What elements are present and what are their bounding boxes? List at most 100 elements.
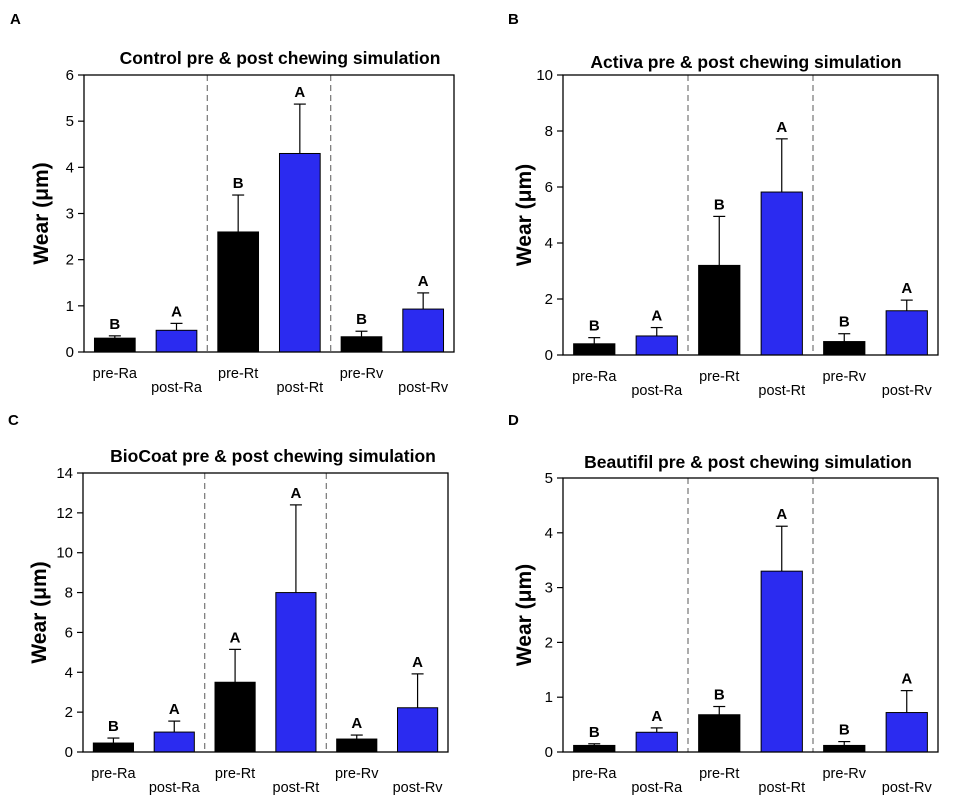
bar-post-Rv: [885, 310, 928, 356]
significance-letter: A: [171, 303, 182, 320]
plot-frame: [562, 74, 939, 356]
panel-d: D Beautifil pre & post chewing simulation…: [508, 412, 939, 796]
significance-letter: A: [351, 715, 362, 732]
significance-letter: A: [290, 485, 301, 502]
bar-pre-Ra: [573, 343, 616, 356]
significance-letter: A: [776, 506, 787, 523]
plot-frame: [83, 74, 455, 353]
y-tick-label: 4: [545, 235, 553, 252]
panel-b: B Activa pre & post chewing simulation Wea…: [508, 11, 939, 399]
x-tick-label: post-Rt: [758, 383, 805, 399]
y-tick-label: 3: [66, 206, 74, 223]
x-tick-label: pre-Rv: [335, 766, 379, 782]
panel-a: A Control pre & post chewing simulation We…: [10, 11, 455, 396]
bar-post-Ra: [155, 329, 198, 353]
y-tick-label: 14: [56, 465, 73, 482]
x-tick-label: post-Rv: [393, 780, 444, 796]
x-tick-label: pre-Ra: [91, 766, 136, 782]
significance-letter: A: [651, 708, 662, 725]
x-tick-label: pre-Ra: [93, 366, 138, 382]
y-tick-label: 6: [545, 179, 553, 196]
significance-letter: A: [169, 701, 180, 718]
plot-frame: [562, 477, 939, 753]
significance-letter: A: [901, 280, 912, 297]
bar-pre-Rt: [214, 681, 256, 753]
significance-letter: A: [651, 308, 662, 325]
x-tick-label: post-Rv: [398, 380, 449, 396]
y-axis-label: Wear (μm): [513, 564, 536, 666]
chart-title: Activa pre & post chewing simulation: [590, 52, 901, 72]
y-tick-label: 2: [66, 252, 74, 269]
bar-post-Ra: [153, 731, 195, 753]
bar-pre-Rv: [336, 738, 378, 753]
bar-post-Rt: [275, 592, 317, 753]
x-tick-label: pre-Ra: [572, 369, 617, 385]
significance-letter: B: [233, 175, 244, 192]
y-tick-label: 8: [65, 585, 73, 602]
y-tick-label: 2: [545, 634, 553, 651]
bar-post-Rv: [885, 712, 928, 753]
bar-pre-Rv: [823, 744, 866, 753]
significance-letter: B: [714, 687, 725, 704]
significance-letter: B: [589, 724, 600, 741]
chart-title: Control pre & post chewing simulation: [120, 48, 441, 68]
y-tick-label: 1: [66, 298, 74, 315]
bar-post-Ra: [635, 731, 678, 753]
bar-post-Ra: [635, 335, 678, 356]
y-tick-label: 0: [545, 347, 553, 364]
significance-letter: B: [589, 318, 600, 335]
x-tick-label: pre-Rt: [699, 766, 739, 782]
x-tick-label: post-Ra: [151, 380, 203, 396]
chart-title: BioCoat pre & post chewing simulation: [110, 446, 436, 466]
y-tick-label: 6: [65, 624, 73, 641]
significance-letter: B: [839, 722, 850, 739]
y-tick-label: 10: [56, 545, 73, 562]
x-tick-label: post-Ra: [631, 780, 683, 796]
x-tick-label: post-Rt: [273, 780, 320, 796]
bar-pre-Rt: [698, 714, 741, 753]
y-axis-label: Wear (μm): [28, 561, 51, 663]
x-tick-label: pre-Rv: [340, 366, 384, 382]
x-tick-label: pre-Rt: [699, 369, 739, 385]
y-tick-label: 4: [65, 664, 73, 681]
y-tick-label: 6: [66, 67, 74, 84]
y-tick-label: 4: [66, 159, 74, 176]
panel-letter: C: [8, 412, 19, 429]
bar-post-Rt: [760, 191, 803, 356]
x-tick-label: pre-Rv: [822, 766, 866, 782]
significance-letter: B: [714, 196, 725, 213]
y-axis-label: Wear (μm): [30, 162, 53, 264]
y-tick-label: 0: [66, 344, 74, 361]
bar-pre-Rv: [340, 336, 383, 353]
x-tick-label: post-Rv: [882, 383, 933, 399]
panel-letter: A: [10, 11, 21, 28]
x-tick-label: pre-Rv: [822, 369, 866, 385]
bar-pre-Rv: [823, 341, 866, 356]
y-tick-label: 1: [545, 689, 553, 706]
y-tick-label: 4: [545, 525, 553, 542]
bar-pre-Ra: [92, 742, 134, 753]
y-tick-label: 2: [65, 704, 73, 721]
x-tick-label: pre-Rt: [215, 766, 255, 782]
bar-pre-Rt: [217, 231, 260, 353]
panel-c: C BioCoat pre & post chewing simulation We…: [8, 412, 449, 796]
x-tick-label: post-Rt: [276, 380, 323, 396]
bar-pre-Ra: [93, 337, 136, 353]
x-tick-label: pre-Rt: [218, 366, 258, 382]
y-tick-label: 12: [56, 505, 73, 522]
panel-letter: D: [508, 412, 519, 429]
x-tick-label: post-Rt: [758, 780, 805, 796]
significance-letter: A: [418, 273, 429, 290]
y-tick-label: 5: [66, 113, 74, 130]
significance-letter: A: [230, 629, 241, 646]
x-tick-label: pre-Ra: [572, 766, 617, 782]
bar-pre-Ra: [573, 744, 616, 753]
panel-letter: B: [508, 11, 519, 28]
significance-letter: B: [839, 314, 850, 331]
x-tick-label: post-Ra: [149, 780, 201, 796]
bar-post-Rt: [760, 570, 803, 753]
significance-letter: B: [356, 311, 367, 328]
x-tick-label: post-Ra: [631, 383, 683, 399]
bar-post-Rv: [397, 707, 439, 753]
